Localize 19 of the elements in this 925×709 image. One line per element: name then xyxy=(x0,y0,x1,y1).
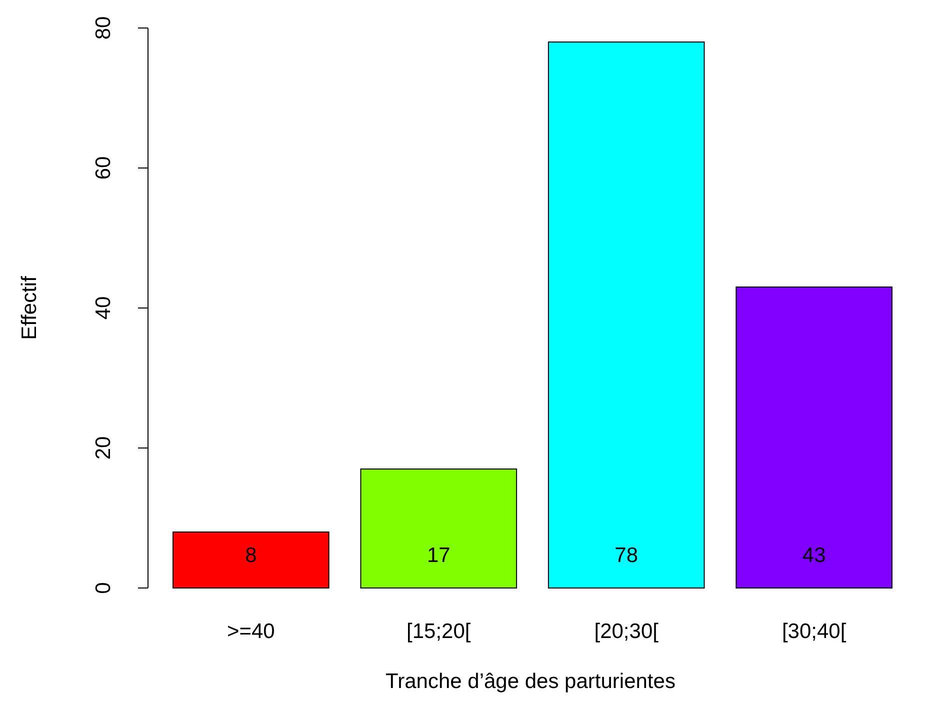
bar xyxy=(360,468,518,588)
x-tick-label: [30;40[ xyxy=(782,620,846,643)
x-axis-title: Tranche d’âge des parturientes xyxy=(386,670,676,693)
y-tick-label: 20 xyxy=(92,436,115,460)
x-tick-label: [20;30[ xyxy=(594,620,659,643)
y-tick-label: 60 xyxy=(92,156,115,180)
y-tick-label: 0 xyxy=(92,582,115,594)
x-tick-label: [15;20[ xyxy=(406,620,471,643)
data-label: 78 xyxy=(614,544,638,567)
x-tick-label: >=40 xyxy=(226,620,275,643)
data-label: 8 xyxy=(245,544,257,567)
bar xyxy=(548,42,705,588)
data-label: 43 xyxy=(802,544,826,567)
bar xyxy=(736,286,892,588)
data-label: 17 xyxy=(426,544,450,567)
bar xyxy=(172,532,330,588)
y-tick-label: 80 xyxy=(92,16,115,40)
y-tick-label: 40 xyxy=(92,296,115,320)
y-axis-title: Effectif xyxy=(18,276,41,340)
